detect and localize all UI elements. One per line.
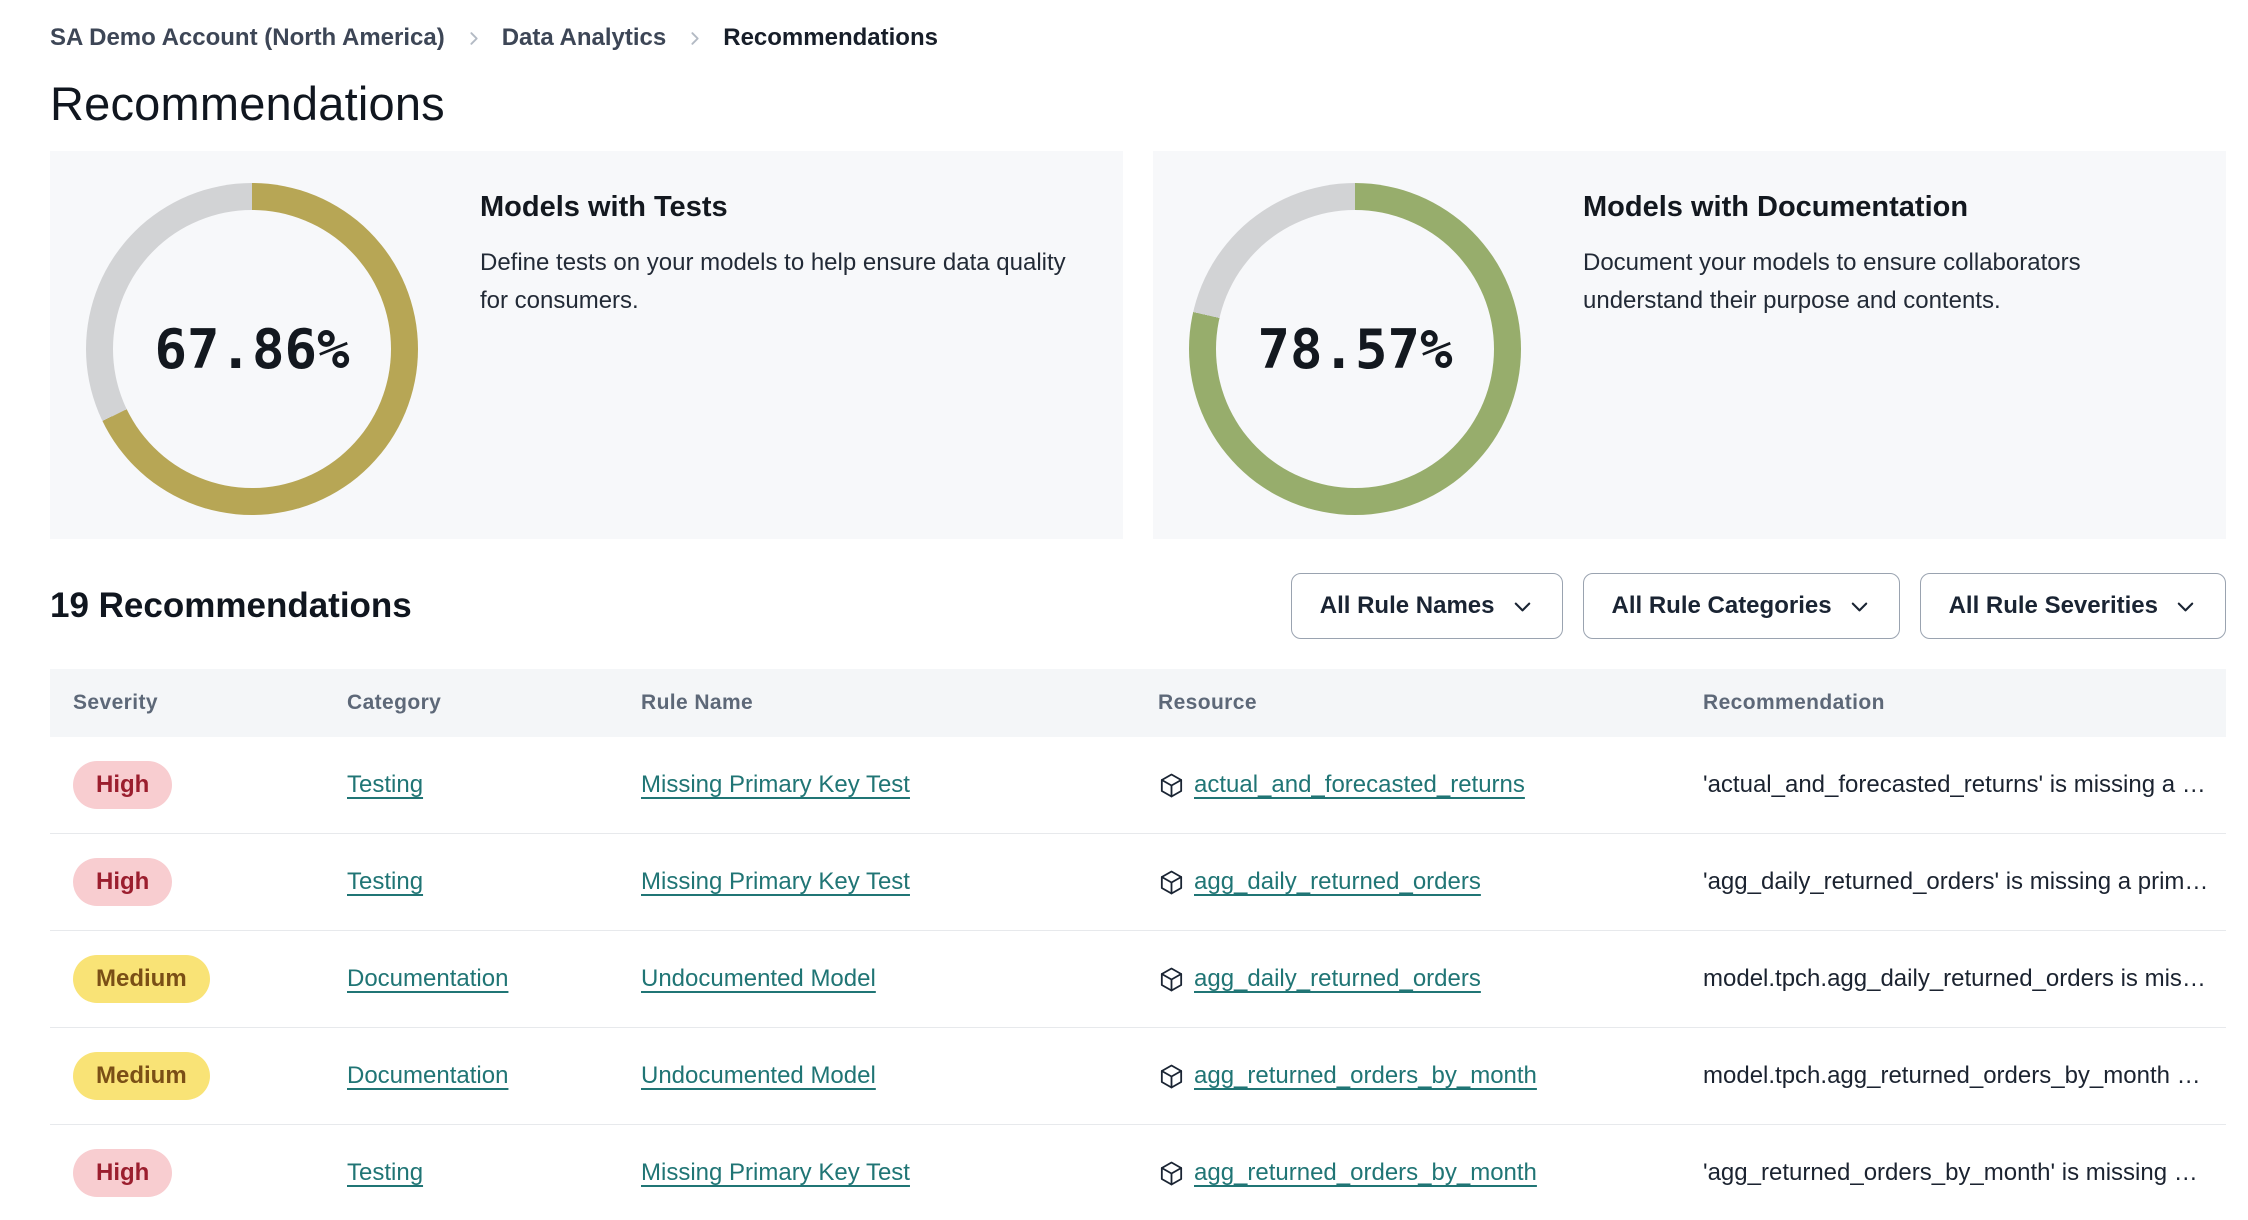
category-link[interactable]: Testing [347, 1159, 424, 1186]
filter-bar: All Rule Names All Rule Categories All R… [1290, 573, 2226, 639]
table-row: High Testing Missing Primary Key Test ac… [50, 737, 2226, 834]
recommendation-text: model.tpch.agg_returned_orders_by_month … [1703, 1062, 2201, 1089]
models-with-tests-percentage: 67.86% [154, 317, 350, 381]
table-header-row: Severity Category Rule Name Resource Rec… [50, 669, 2226, 737]
category-link[interactable]: Testing [347, 868, 424, 895]
rule-name-link[interactable]: Missing Primary Key Test [641, 868, 910, 895]
breadcrumb-account[interactable]: SA Demo Account (North America) [50, 24, 445, 51]
model-cube-icon [1158, 1160, 1185, 1187]
severity-badge: High [73, 1149, 173, 1197]
table-row: High Testing Missing Primary Key Test ag… [50, 1125, 2226, 1220]
recommendation-text: 'agg_daily_returned_orders' is missing a… [1703, 868, 2209, 895]
models-with-tests-card: 67.86% Models with Tests Define tests on… [50, 151, 1123, 539]
rule-name-link[interactable]: Missing Primary Key Test [641, 771, 910, 798]
severity-badge: High [73, 858, 173, 906]
table-row: Medium Documentation Undocumented Model … [50, 930, 2226, 1028]
card-title: Models with Tests [480, 191, 728, 223]
column-header-resource: Resource [1135, 669, 1680, 737]
chevron-down-icon [1851, 602, 1867, 611]
chevron-right-icon [465, 30, 482, 47]
card-description: Document your models to ensure collabora… [1583, 249, 2081, 314]
chevron-down-icon [2177, 602, 2194, 611]
severity-badge: Medium [73, 955, 210, 1003]
model-cube-icon [1158, 869, 1185, 896]
metric-cards: 67.86% Models with Tests Define tests on… [50, 151, 2226, 539]
resource-link[interactable]: agg_daily_returned_orders [1194, 868, 1481, 895]
models-with-documentation-percentage: 78.57% [1257, 317, 1453, 381]
models-with-tests-donut: 67.86% [86, 183, 418, 515]
model-cube-icon [1158, 1063, 1185, 1090]
breadcrumb-project[interactable]: Data Analytics [501, 24, 667, 51]
recommendation-text: 'actual_and_forecasted_returns' is missi… [1703, 771, 2206, 798]
chevron-right-icon [686, 30, 703, 47]
column-header-recommendation: Recommendation [1680, 669, 2226, 737]
model-cube-icon [1158, 966, 1185, 993]
recommendations-table: Severity Category Rule Name Resource Rec… [50, 669, 2226, 1220]
rule-name-link[interactable]: Undocumented Model [641, 965, 876, 992]
recommendation-text: model.tpch.agg_daily_returned_orders is … [1703, 965, 2206, 992]
filter-label: All Rule Names [1319, 592, 1495, 619]
category-link[interactable]: Documentation [347, 1062, 509, 1089]
rule-name-link[interactable]: Missing Primary Key Test [641, 1159, 910, 1186]
column-header-rule-name: Rule Name [618, 669, 1135, 737]
resource-link[interactable]: actual_and_forecasted_returns [1194, 771, 1525, 798]
models-with-documentation-donut: 78.57% [1189, 183, 1521, 515]
recommendations-count-title: 19 Recommendations [50, 586, 412, 625]
resource-link[interactable]: agg_daily_returned_orders [1194, 965, 1481, 992]
donut-hole [1216, 210, 1494, 488]
rule-severities-filter-dropdown[interactable]: All Rule Severities [1919, 573, 2226, 639]
page-title: Recommendations [50, 77, 445, 130]
filter-label: All Rule Severities [1948, 592, 2158, 619]
breadcrumb: SA Demo Account (North America) Data Ana… [50, 24, 2226, 52]
rule-categories-filter-dropdown[interactable]: All Rule Categories [1582, 573, 1900, 639]
card-title: Models with Documentation [1583, 191, 1969, 223]
category-link[interactable]: Testing [347, 771, 424, 798]
filter-label: All Rule Categories [1611, 592, 1832, 619]
table-row: Medium Documentation Undocumented Model … [50, 1027, 2226, 1125]
column-header-category: Category [324, 669, 618, 737]
models-with-documentation-card: 78.57% Models with Documentation Documen… [1153, 151, 2226, 539]
resource-link[interactable]: agg_returned_orders_by_month [1194, 1159, 1537, 1186]
resource-link[interactable]: agg_returned_orders_by_month [1194, 1062, 1537, 1089]
recommendation-text: 'agg_returned_orders_by_month' is missin… [1703, 1159, 2198, 1186]
severity-badge: Medium [73, 1052, 210, 1100]
column-header-severity: Severity [50, 669, 324, 737]
category-link[interactable]: Documentation [347, 965, 509, 992]
rule-name-link[interactable]: Undocumented Model [641, 1062, 876, 1089]
donut-hole [113, 210, 391, 488]
chevron-down-icon [1514, 602, 1530, 611]
table-row: High Testing Missing Primary Key Test ag… [50, 833, 2226, 931]
card-description: Define tests on your models to help ensu… [480, 249, 1066, 314]
recommendations-list-header: 19 Recommendations All Rule Names All Ru… [50, 573, 2226, 639]
model-cube-icon [1158, 772, 1185, 799]
rule-names-filter-dropdown[interactable]: All Rule Names [1290, 573, 1563, 639]
breadcrumb-current: Recommendations [723, 24, 938, 51]
severity-badge: High [73, 761, 173, 809]
